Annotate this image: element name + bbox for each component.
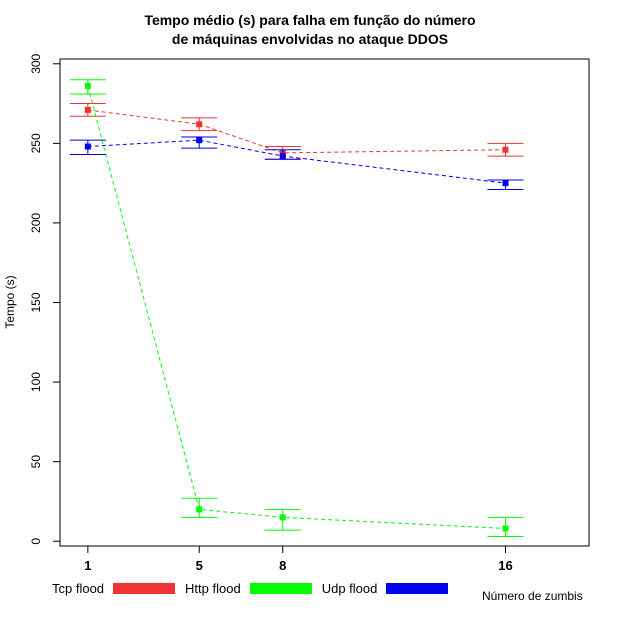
x-tick-label-8: 8: [279, 558, 286, 573]
series-layer: [69, 79, 524, 537]
y-tick-label-150: 150: [29, 292, 43, 312]
series-line-tcp-flood: [87, 109, 506, 154]
data-point-tcp-flood-16: [502, 146, 509, 153]
series-line-udp-flood: [87, 139, 506, 184]
axes: 0 50 100 150 200 250 300 1 5 8 16: [29, 53, 513, 573]
data-point-http-flood-8: [279, 514, 286, 521]
data-point-udp-flood-5: [196, 137, 203, 144]
data-point-udp-flood-8: [279, 153, 286, 160]
legend-item-http-flood: Http flood: [185, 581, 322, 596]
legend-swatch-http-flood: [249, 582, 312, 594]
y-tick-label-50: 50: [29, 455, 43, 469]
chart-title-line-2: de máquinas envolvidas no ataque DDOS: [171, 31, 449, 47]
chart-title-line-1: Tempo médio (s) para falha em função do …: [144, 12, 476, 28]
x-tick-label-16: 16: [498, 558, 512, 573]
data-point-tcp-flood-1: [84, 106, 91, 113]
data-point-http-flood-16: [502, 525, 509, 532]
y-tick-label-0: 0: [29, 538, 43, 545]
data-point-http-flood-5: [196, 506, 203, 513]
legend-label-http-flood: Http flood: [185, 580, 241, 596]
x-tick-label-5: 5: [196, 558, 203, 573]
y-tick-label-200: 200: [29, 213, 43, 233]
legend-swatch-udp-flood: [386, 582, 449, 594]
data-point-udp-flood-16: [502, 180, 509, 187]
legend-swatch-tcp-flood: [113, 582, 176, 594]
series-line-http-flood: [87, 85, 506, 529]
x-axis-label: Número de zumbis: [482, 589, 583, 603]
legend: Tcp flood Http flood Udp flood: [52, 581, 459, 596]
legend-label-udp-flood: Udp flood: [321, 580, 378, 596]
legend-item-udp-flood: Udp flood: [322, 581, 459, 596]
plot-frame: [59, 58, 590, 547]
legend-item-tcp-flood: Tcp flood: [52, 581, 185, 596]
y-tick-label-100: 100: [29, 372, 43, 392]
data-point-http-flood-1: [84, 83, 91, 90]
y-axis-label: Tempo (s): [3, 275, 17, 328]
x-tick-label-1: 1: [84, 558, 91, 573]
data-point-udp-flood-1: [84, 143, 91, 150]
y-tick-label-300: 300: [29, 53, 43, 73]
legend-label-tcp-flood: Tcp flood: [52, 580, 105, 596]
data-point-tcp-flood-5: [196, 121, 203, 128]
y-tick-label-250: 250: [29, 133, 43, 153]
